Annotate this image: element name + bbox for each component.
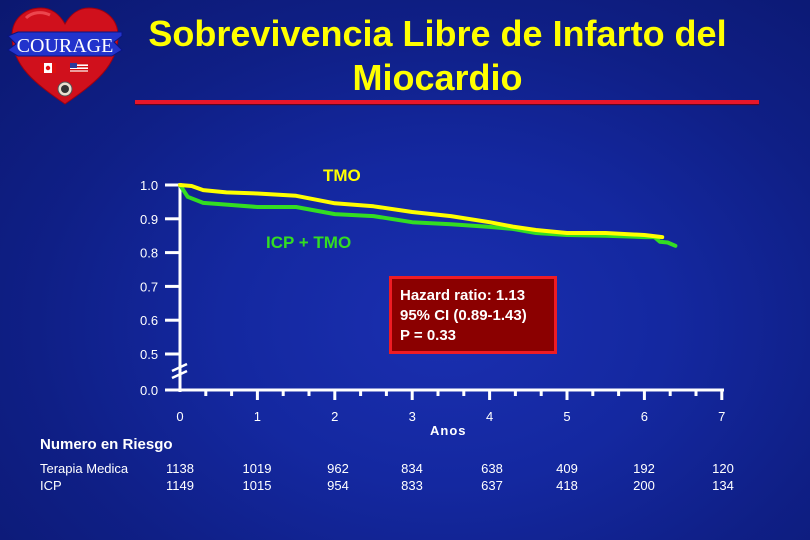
x-tick-label: 6: [641, 409, 648, 424]
x-ticks: 0 1 2 3 4 5 6 7: [176, 390, 725, 424]
series-line-tmo: [178, 183, 665, 240]
risk-value: 134: [712, 478, 734, 493]
risk-value: 418: [556, 478, 578, 493]
logo-text: COURAGE: [17, 35, 114, 57]
x-tick-label: 2: [331, 409, 338, 424]
courage-logo: COURAGE: [7, 7, 123, 105]
risk-value: 1138: [166, 461, 194, 476]
risk-value: 638: [481, 461, 503, 476]
title-underline: [135, 100, 759, 104]
title-line-1: Sobrevivencia Libre de Infarto del: [148, 13, 727, 54]
usa-flag-icon: [70, 63, 88, 73]
risk-row-icp: ICP 1149 1015 954 833 637 418 200 134: [0, 478, 810, 495]
risk-value: 1149: [166, 478, 194, 493]
series-label-tmo: TMO: [323, 166, 361, 185]
y-tick-label: 0.8: [140, 246, 158, 261]
risk-table-title: Numero en Riesgo: [40, 436, 173, 453]
hazard-ratio-box: Hazard ratio: 1.13 95% CI (0.89-1.43) P …: [389, 276, 557, 354]
risk-row-medical-therapy: Terapia Medica 1138 1019 962 834 638 409…: [0, 461, 810, 478]
risk-row-label: ICP: [40, 478, 62, 493]
va-seal-icon: [57, 81, 73, 97]
p-value-text: P = 0.33: [400, 327, 457, 344]
risk-value: 1015: [242, 478, 272, 493]
risk-value: 962: [327, 461, 349, 476]
hazard-ratio-text: Hazard ratio: 1.13: [400, 287, 526, 304]
series-label-icp-tmo: ICP + TMO: [266, 233, 351, 252]
y-tick-label: 0.6: [140, 313, 158, 328]
x-tick-label: 1: [254, 409, 261, 424]
y-tick-label: 0.7: [140, 279, 158, 294]
risk-value: 120: [712, 461, 734, 476]
series-lines: [178, 183, 678, 248]
banner-ribbon: [7, 31, 123, 57]
risk-value: 409: [556, 461, 578, 476]
slide-title: Sobrevivencia Libre de Infarto del Mioca…: [135, 12, 740, 100]
risk-value: 637: [481, 478, 503, 493]
title-line-2: Miocardio: [352, 57, 523, 98]
y-tick-label: 0.0: [140, 383, 158, 398]
canada-flag-icon: [40, 63, 56, 73]
axis-break-icon: [171, 362, 188, 380]
y-tick-label: 0.5: [140, 347, 158, 362]
y-ticks: 0.0 0.5 0.6 0.7 0.8 0.9 1.0: [140, 178, 180, 398]
risk-value: 192: [633, 461, 655, 476]
risk-value: 834: [401, 461, 423, 476]
risk-value: 200: [633, 478, 655, 493]
risk-value: 1019: [242, 461, 272, 476]
x-axis-label: Anos: [430, 423, 467, 438]
x-tick-label: 3: [409, 409, 416, 424]
risk-value: 954: [327, 478, 349, 493]
y-tick-label: 0.9: [140, 212, 158, 227]
x-tick-label: 0: [176, 409, 183, 424]
x-tick-label: 5: [563, 409, 570, 424]
risk-value: 833: [401, 478, 423, 493]
confidence-interval-text: 95% CI (0.89-1.43): [400, 307, 527, 324]
y-tick-label: 1.0: [140, 178, 158, 193]
x-tick-label: 4: [486, 409, 493, 424]
risk-row-label: Terapia Medica: [40, 461, 129, 476]
x-tick-label: 7: [718, 409, 725, 424]
